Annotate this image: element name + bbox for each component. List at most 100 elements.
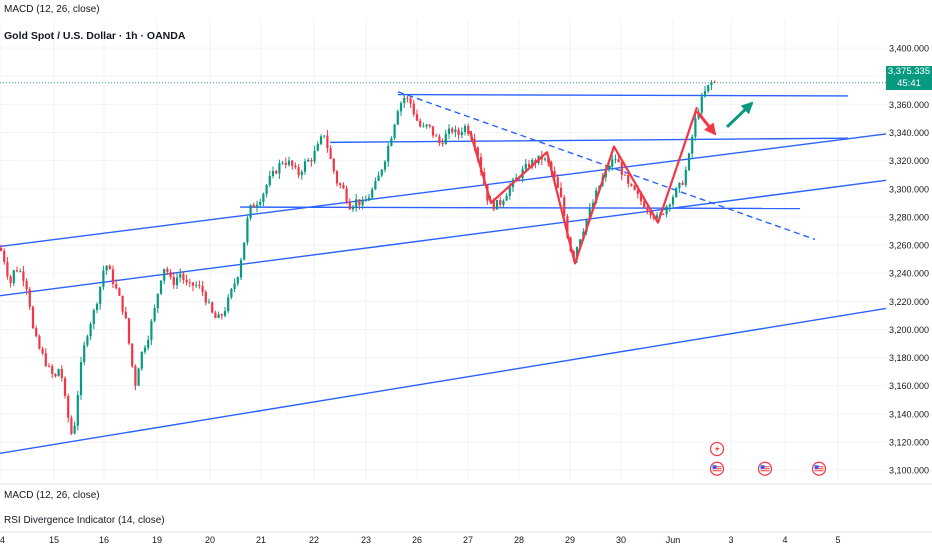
candle-body [435, 135, 438, 137]
candle-body [623, 174, 627, 176]
candle-body [374, 180, 377, 190]
indicator-legend-macd[interactable]: MACD (12, 26, close) [4, 490, 100, 501]
trendline-resistance-mid[interactable] [329, 137, 849, 144]
candle-body [495, 200, 499, 210]
candle-body [591, 202, 595, 209]
candle-body [303, 161, 307, 172]
candle-body [687, 153, 691, 171]
candle-body [364, 200, 367, 202]
pattern-annotations [468, 101, 754, 265]
candle-body [588, 208, 591, 220]
candle-body [223, 311, 227, 316]
candle-body [579, 239, 582, 247]
candle-body [422, 126, 425, 128]
candle-body [156, 293, 159, 309]
candle-body [22, 271, 25, 281]
candle-body [700, 96, 703, 113]
candle-body [428, 124, 431, 127]
candle-body [358, 199, 361, 206]
candle-body [662, 213, 665, 215]
candle-body [41, 348, 44, 354]
grid [0, 20, 886, 480]
us-flag-icon[interactable] [757, 461, 773, 476]
trendline-middle-channel[interactable] [0, 179, 887, 297]
candle-body [678, 182, 681, 189]
candle-body [556, 177, 559, 188]
indicator-legend-rsi[interactable]: RSI Divergence Indicator (14, close) [4, 515, 165, 526]
candle-body [35, 328, 38, 337]
y-tick-label: 3,100.000 [889, 466, 929, 476]
candle-body [476, 147, 479, 158]
candle-body [108, 265, 111, 270]
candle-body [441, 142, 444, 145]
bullish-arrow[interactable] [740, 101, 754, 115]
candle-body [284, 162, 287, 165]
candle-body [393, 124, 396, 139]
trendline-upper-channel[interactable] [0, 133, 887, 248]
candle-body [502, 200, 505, 205]
pullback-arrow[interactable] [704, 122, 717, 136]
candle-body [118, 288, 121, 296]
candle-body [371, 189, 374, 198]
candle-body [9, 276, 12, 284]
y-tick-label: 3,280.000 [889, 212, 929, 222]
trendline-resistance-high[interactable] [397, 93, 849, 97]
x-tick-label: 4 [782, 535, 787, 545]
candle-body [559, 187, 563, 198]
candle-body [172, 277, 175, 286]
candle-body [236, 277, 239, 284]
candle-body [54, 373, 57, 377]
candle-body [239, 259, 243, 278]
candle-body [566, 216, 569, 238]
indicator-legend-macd-top[interactable]: MACD (12, 26, close) [4, 4, 100, 15]
us-flag-icon[interactable] [811, 461, 827, 476]
candle-body [179, 273, 182, 278]
x-tick-label: 26 [412, 535, 422, 545]
x-tick-label: 3 [728, 535, 733, 545]
time-axis: 4 15 16 19 20 21 22 23 26 27 28 29 30 Jun 3 4 5 [0, 483, 932, 545]
candle-body [73, 425, 76, 434]
candle-body [265, 185, 268, 194]
candle-body [102, 270, 105, 287]
candle-body [367, 197, 371, 201]
candle-body [316, 143, 319, 151]
pattern-zigzag[interactable] [468, 106, 699, 265]
candle-body [143, 347, 147, 352]
symbol-title[interactable]: Gold Spot / U.S. Dollar · 1h · OANDA [4, 30, 186, 42]
candle-body [326, 135, 329, 149]
candle-body [99, 286, 102, 305]
candle-body [25, 280, 28, 290]
candle-body [227, 297, 230, 312]
candle-body [454, 129, 457, 133]
last-price-badge: 3,375.335 45:41 [886, 66, 932, 90]
candle-body [630, 183, 633, 186]
candle-body [281, 162, 284, 164]
x-tick-label: 19 [152, 535, 162, 545]
candle-body [380, 169, 383, 176]
candle-body [361, 201, 364, 206]
candle-body [115, 284, 118, 289]
candle-body [201, 285, 204, 292]
trendline-support[interactable] [239, 206, 801, 210]
candle-body [252, 204, 255, 208]
candle-body [575, 246, 579, 260]
candle-body [451, 128, 454, 133]
candle-body [275, 170, 278, 174]
candle-body [127, 318, 131, 344]
candle-body [220, 314, 223, 316]
candle-body [563, 197, 566, 217]
us-flag-icon[interactable] [709, 461, 725, 476]
x-tick-label: 5 [835, 535, 840, 545]
trendline-lower-channel[interactable] [0, 307, 887, 454]
candle-body [447, 128, 451, 134]
candle-body [249, 204, 252, 219]
candle-body [47, 365, 51, 367]
y-tick-label: 3,340.000 [889, 128, 929, 138]
candle-body [383, 161, 387, 170]
candle-body [703, 91, 707, 97]
flash-icon[interactable] [709, 441, 725, 457]
candle-body [713, 82, 716, 83]
candle-body [419, 120, 422, 127]
candle-body [307, 159, 310, 162]
